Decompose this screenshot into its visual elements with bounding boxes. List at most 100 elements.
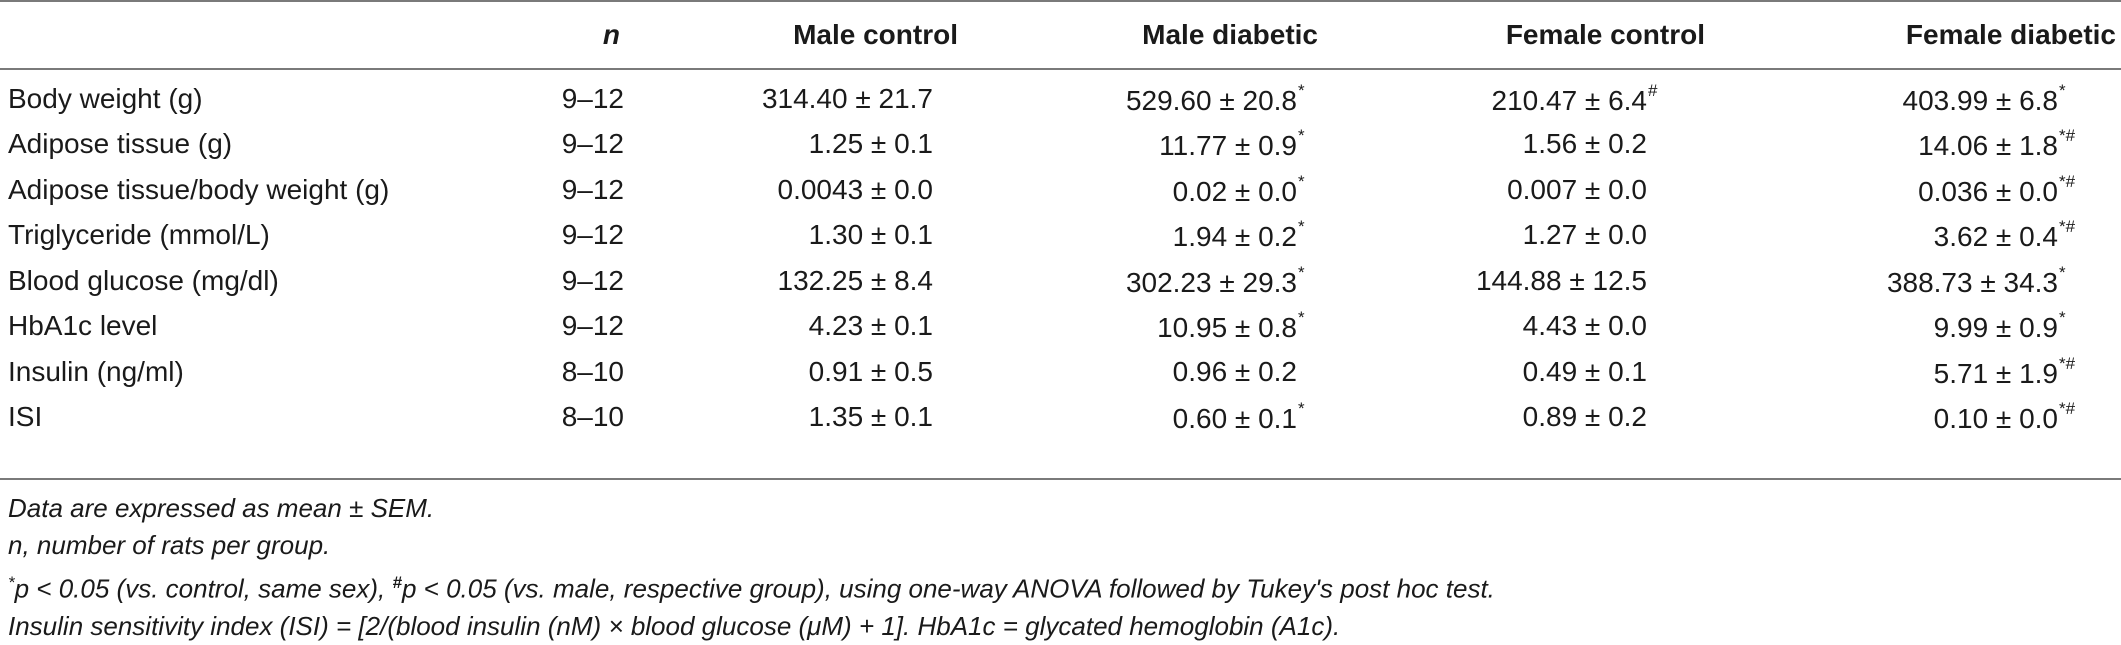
cell-female-diabetic-value: 403.99 ± 6.8 xyxy=(1902,84,2059,116)
cell-n-value: 9–12 xyxy=(561,310,624,342)
cell-male-diabetic-value: 0.96 ± 0.2 xyxy=(1172,355,1297,387)
footnote-hash-text: p < 0.05 (vs. male, respective group), u… xyxy=(401,573,1495,604)
row-label-value: Blood glucose (mg/dl) xyxy=(8,264,279,296)
cell-male-diabetic-significance-marker: * xyxy=(1298,126,1305,146)
footnotes: Data are expressed as mean ± SEM. n, num… xyxy=(8,490,2108,645)
cell-n: 8–10 xyxy=(520,349,670,395)
cell-female-control: 4.43 ± 0.0 xyxy=(1350,304,1740,350)
cell-female-diabetic-significance-marker: *# xyxy=(2059,353,2076,373)
cell-female-diabetic: 403.99 ± 6.8* xyxy=(1740,70,2121,122)
cell-male-diabetic-significance-marker: * xyxy=(1298,171,1305,191)
row-label-value: HbA1c level xyxy=(8,310,158,342)
cell-female-diabetic: 3.62 ± 0.4*# xyxy=(1740,213,2121,259)
row-label-value: Triglyceride (mmol/L) xyxy=(8,219,270,251)
cell-n: 9–12 xyxy=(520,70,670,122)
cell-male-diabetic: 0.02 ± 0.0* xyxy=(980,167,1350,213)
cell-male-control-value: 1.35 ± 0.1 xyxy=(808,401,933,433)
row-label-value: ISI xyxy=(8,401,43,433)
cell-n: 9–12 xyxy=(520,213,670,259)
row-label-value: Body weight (g) xyxy=(8,82,203,114)
cell-male-diabetic-significance-marker: * xyxy=(1298,80,1305,100)
cell-female-control: 0.89 ± 0.2 xyxy=(1350,395,1740,441)
row-label: Adipose tissue (g) xyxy=(0,122,520,168)
cell-female-diabetic-significance-marker: * xyxy=(2059,80,2066,100)
row-label-value: Adipose tissue/body weight (g) xyxy=(8,173,390,205)
cell-female-control-value: 1.27 ± 0.0 xyxy=(1522,219,1647,251)
footnote-hash-marker: # xyxy=(392,573,402,592)
cell-female-diabetic-value: 14.06 ± 1.8 xyxy=(1918,130,2058,162)
cell-n: 9–12 xyxy=(520,258,670,304)
table-row: Body weight (g) 9–12 314.40 ± 21.7 529.60 ±… xyxy=(0,70,2121,122)
cell-male-diabetic-significance-marker: * xyxy=(1298,308,1305,328)
cell-male-diabetic-significance-marker: * xyxy=(1298,262,1305,282)
cell-male-diabetic: 529.60 ± 20.8* xyxy=(980,70,1350,122)
cell-female-diabetic-significance-marker: *# xyxy=(2059,126,2076,146)
cell-male-control: 132.25 ± 8.4 xyxy=(670,258,980,304)
cell-female-diabetic-value: 9.99 ± 0.9 xyxy=(1933,312,2058,344)
cell-n-value: 9–12 xyxy=(561,128,624,160)
cell-female-control-value: 1.56 ± 0.2 xyxy=(1522,128,1647,160)
cell-female-control-value: 144.88 ± 12.5 xyxy=(1475,264,1647,296)
row-label: Body weight (g) xyxy=(0,70,520,122)
cell-female-diabetic: 5.71 ± 1.9*# xyxy=(1740,349,2121,395)
cell-male-control: 1.35 ± 0.1 xyxy=(670,395,980,441)
footnote-n: n, number of rats per group. xyxy=(8,530,331,560)
cell-female-control: 1.56 ± 0.2 xyxy=(1350,122,1740,168)
cell-male-diabetic-significance-marker: * xyxy=(1298,399,1305,419)
cell-male-diabetic: 11.77 ± 0.9* xyxy=(980,122,1350,168)
cell-male-diabetic: 1.94 ± 0.2* xyxy=(980,213,1350,259)
cell-female-diabetic-significance-marker: *# xyxy=(2059,171,2076,191)
header-empty xyxy=(0,0,520,70)
cell-male-control-value: 4.23 ± 0.1 xyxy=(808,310,933,342)
cell-female-control-value: 0.49 ± 0.1 xyxy=(1522,355,1647,387)
cell-male-control-value: 132.25 ± 8.4 xyxy=(777,264,934,296)
cell-female-diabetic: 14.06 ± 1.8*# xyxy=(1740,122,2121,168)
cell-male-diabetic-significance-marker: * xyxy=(1298,217,1305,237)
cell-male-diabetic: 0.96 ± 0.2 xyxy=(980,349,1350,395)
cell-female-diabetic: 0.036 ± 0.0*# xyxy=(1740,167,2121,213)
table-row: ISI 8–10 1.35 ± 0.1 0.60 ± 0.1* 0.89 ± 0.2 0.… xyxy=(0,395,2121,441)
cell-female-diabetic-value: 5.71 ± 1.9 xyxy=(1933,357,2058,389)
cell-male-diabetic-value: 529.60 ± 20.8 xyxy=(1125,84,1297,116)
cell-female-diabetic-value: 3.62 ± 0.4 xyxy=(1933,221,2058,253)
row-label: Adipose tissue/body weight (g) xyxy=(0,167,520,213)
footnote-significance: *p < 0.05 (vs. control, same sex), #p < … xyxy=(8,564,2108,608)
row-label: Triglyceride (mmol/L) xyxy=(0,213,520,259)
cell-n-value: 8–10 xyxy=(561,401,624,433)
row-label-value: Adipose tissue (g) xyxy=(8,128,233,160)
cell-female-diabetic-value: 388.73 ± 34.3 xyxy=(1886,266,2058,298)
cell-male-diabetic-value: 1.94 ± 0.2 xyxy=(1172,221,1297,253)
header-row: n Male control Male diabetic Female cont… xyxy=(0,0,2121,70)
table-body: Body weight (g) 9–12 314.40 ± 21.7 529.60 ±… xyxy=(0,70,2121,440)
cell-female-control: 210.47 ± 6.4# xyxy=(1350,70,1740,122)
cell-male-diabetic-value: 0.02 ± 0.0 xyxy=(1172,175,1297,207)
cell-male-diabetic-value: 302.23 ± 29.3 xyxy=(1125,266,1297,298)
cell-n-value: 9–12 xyxy=(561,264,624,296)
row-label: Blood glucose (mg/dl) xyxy=(0,258,520,304)
cell-male-control-value: 0.91 ± 0.5 xyxy=(808,355,933,387)
cell-male-control: 4.23 ± 0.1 xyxy=(670,304,980,350)
cell-male-control-value: 1.25 ± 0.1 xyxy=(808,128,933,160)
header-male-diabetic: Male diabetic xyxy=(1142,19,1318,50)
cell-female-diabetic-value: 0.036 ± 0.0 xyxy=(1918,175,2058,207)
cell-female-control: 0.007 ± 0.0 xyxy=(1350,167,1740,213)
top-rule xyxy=(0,0,2121,2)
cell-male-diabetic: 0.60 ± 0.1* xyxy=(980,395,1350,441)
cell-female-diabetic-significance-marker: *# xyxy=(2059,217,2076,237)
data-table: n Male control Male diabetic Female cont… xyxy=(0,0,2121,440)
cell-male-diabetic-value: 10.95 ± 0.8 xyxy=(1157,312,1297,344)
table-row: Blood glucose (mg/dl) 9–12 132.25 ± 8.4 302… xyxy=(0,258,2121,304)
cell-male-control-value: 314.40 ± 21.7 xyxy=(761,82,933,114)
cell-male-control: 1.30 ± 0.1 xyxy=(670,213,980,259)
cell-male-diabetic: 10.95 ± 0.8* xyxy=(980,304,1350,350)
bottom-rule xyxy=(0,478,2121,480)
cell-female-control: 144.88 ± 12.5 xyxy=(1350,258,1740,304)
cell-n: 9–12 xyxy=(520,122,670,168)
cell-female-control: 0.49 ± 0.1 xyxy=(1350,349,1740,395)
cell-female-diabetic: 9.99 ± 0.9* xyxy=(1740,304,2121,350)
cell-male-control: 314.40 ± 21.7 xyxy=(670,70,980,122)
cell-male-control: 0.91 ± 0.5 xyxy=(670,349,980,395)
cell-n-value: 8–10 xyxy=(561,355,624,387)
table-row: HbA1c level 9–12 4.23 ± 0.1 10.95 ± 0.8* 4.4… xyxy=(0,304,2121,350)
cell-n: 9–12 xyxy=(520,304,670,350)
